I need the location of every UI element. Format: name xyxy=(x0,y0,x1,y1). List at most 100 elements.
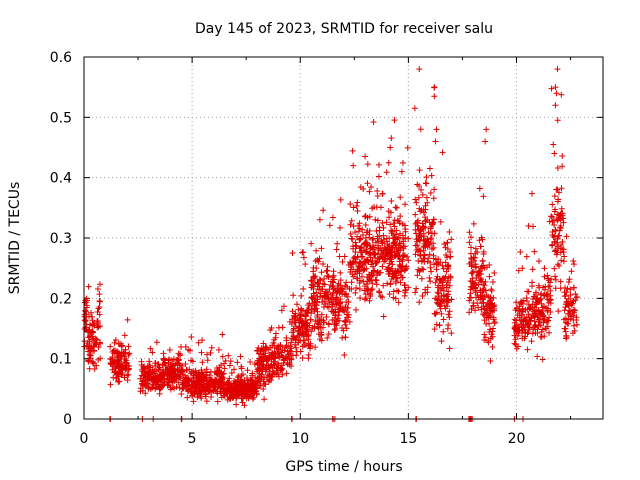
data-point xyxy=(526,325,533,332)
data-point xyxy=(354,199,361,206)
data-point xyxy=(184,394,191,401)
data-point xyxy=(226,375,233,382)
data-point xyxy=(421,252,428,259)
data-point xyxy=(486,312,493,319)
data-point xyxy=(483,264,490,271)
data-point xyxy=(192,369,199,376)
data-point xyxy=(573,294,580,301)
data-point xyxy=(367,249,374,256)
data-point xyxy=(260,386,267,393)
data-point xyxy=(149,381,156,388)
data-point xyxy=(227,358,234,365)
data-point xyxy=(466,297,473,304)
data-point xyxy=(534,330,541,337)
data-point xyxy=(472,250,479,257)
data-point xyxy=(315,280,322,287)
data-point xyxy=(523,298,530,305)
data-point xyxy=(330,298,337,305)
data-point xyxy=(390,220,397,227)
data-point xyxy=(121,349,128,356)
data-point xyxy=(386,290,393,297)
data-point xyxy=(347,221,354,228)
data-point xyxy=(446,345,453,352)
data-point xyxy=(353,202,360,209)
data-point xyxy=(557,278,564,285)
data-point xyxy=(534,353,541,360)
data-point xyxy=(153,339,160,346)
data-point xyxy=(553,90,560,97)
data-point xyxy=(433,126,440,133)
data-point xyxy=(540,313,547,320)
data-point xyxy=(337,224,344,231)
data-point xyxy=(518,299,525,306)
data-point xyxy=(377,293,384,300)
data-point xyxy=(535,282,542,289)
data-point xyxy=(164,382,171,389)
data-point xyxy=(94,318,101,325)
data-point xyxy=(318,311,325,318)
y-tick-label: 0.2 xyxy=(50,291,72,307)
data-point xyxy=(478,292,485,299)
data-point xyxy=(159,371,166,378)
data-point xyxy=(558,185,565,192)
data-point xyxy=(437,296,444,303)
data-point xyxy=(208,344,215,351)
data-point xyxy=(371,203,378,210)
data-point xyxy=(118,363,125,370)
data-point xyxy=(540,319,547,326)
data-point xyxy=(325,321,332,328)
data-point xyxy=(343,290,350,297)
data-point xyxy=(341,352,348,359)
data-point xyxy=(300,254,307,261)
data-point xyxy=(173,383,180,390)
data-point xyxy=(440,328,447,335)
data-point xyxy=(472,307,479,314)
data-point xyxy=(532,289,539,296)
data-point xyxy=(219,375,226,382)
data-point xyxy=(362,212,369,219)
data-point xyxy=(379,220,386,227)
data-point xyxy=(528,338,535,345)
data-point xyxy=(467,286,474,293)
data-point xyxy=(434,289,441,296)
data-point xyxy=(254,357,261,364)
data-point xyxy=(383,219,390,226)
data-point xyxy=(302,261,309,268)
data-point xyxy=(309,295,316,302)
data-point xyxy=(422,224,429,231)
data-point xyxy=(442,305,449,312)
data-point xyxy=(417,126,424,133)
data-point xyxy=(564,285,571,292)
data-point xyxy=(274,350,281,357)
data-point xyxy=(215,378,222,385)
data-point xyxy=(222,357,229,364)
data-point xyxy=(477,243,484,250)
data-point xyxy=(415,258,422,265)
data-point xyxy=(552,84,559,91)
data-point xyxy=(541,286,548,293)
x-tick-label: 5 xyxy=(188,431,197,447)
data-point xyxy=(535,258,542,265)
data-point xyxy=(380,236,387,243)
x-axis-label: GPS time / hours xyxy=(285,459,402,475)
data-point xyxy=(400,238,407,245)
data-point xyxy=(356,280,363,287)
data-point xyxy=(184,376,191,383)
data-point xyxy=(478,306,485,313)
data-point xyxy=(481,331,488,338)
data-point xyxy=(470,299,477,306)
data-point xyxy=(518,330,525,337)
data-point xyxy=(397,213,404,220)
data-point xyxy=(423,241,430,248)
data-point xyxy=(204,357,211,364)
data-point xyxy=(203,369,210,376)
data-point xyxy=(389,244,396,251)
data-point xyxy=(289,308,296,315)
data-point xyxy=(227,395,234,402)
data-point xyxy=(364,180,371,187)
data-point xyxy=(387,144,394,151)
data-point xyxy=(325,330,332,337)
data-point xyxy=(354,253,361,260)
data-point xyxy=(526,314,533,321)
